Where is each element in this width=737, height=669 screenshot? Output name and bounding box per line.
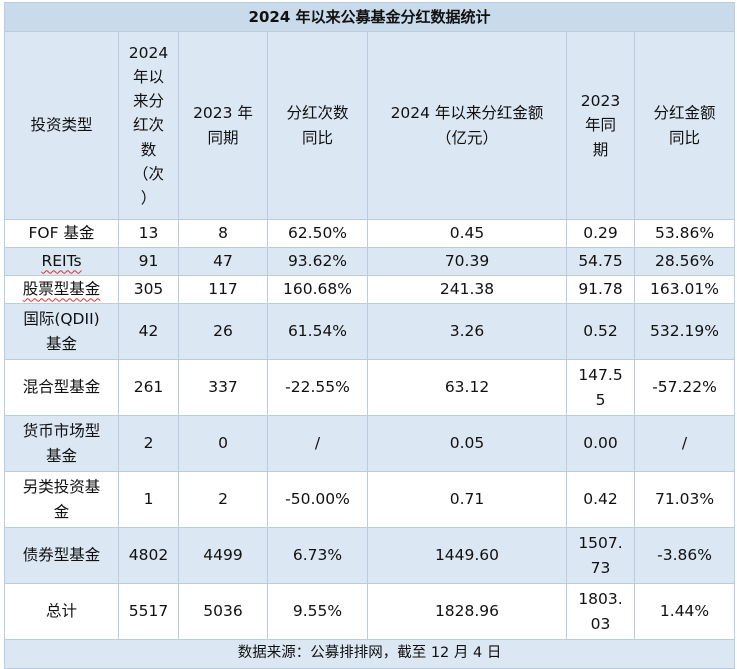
- header-count-yoy: 分红次数 同比: [267, 31, 368, 220]
- cell-fof-amount-yoy: 53.86%: [633, 219, 736, 248]
- cell-money-market-amount-2023: 0.00: [566, 415, 635, 472]
- cell-total-count-2023: 5036: [178, 583, 268, 640]
- cell-hybrid-amount-2024: 63.12: [367, 359, 567, 416]
- header-dividend-count-2024: 2024 年以 来分 红次 数 （次 ）: [118, 31, 179, 220]
- cell-reits-amount-2024: 70.39: [367, 247, 567, 276]
- cell-alternative-amount-2024: 0.71: [367, 471, 567, 528]
- cell-bond-amount-2023: 1507. 73: [566, 527, 635, 584]
- cell-reits-count-2024: 91: [118, 247, 179, 276]
- cell-fof-amount-2023: 0.29: [566, 219, 635, 248]
- cell-fof-amount-2024: 0.45: [367, 219, 567, 248]
- table-row: 股票型基金 305 117 160.68% 241.38 91.78 163.01%: [4, 275, 736, 304]
- cell-alternative-amount-2023: 0.42: [566, 471, 635, 528]
- table-row: 国际(QDII) 基金 42 26 61.54% 3.26 0.52 532.19%: [4, 303, 736, 360]
- cell-reits-count-2023: 47: [178, 247, 268, 276]
- cell-bond-count-2024: 4802: [118, 527, 179, 584]
- cell-total-type: 总计: [4, 583, 119, 640]
- table-row: 混合型基金 261 337 -22.55% 63.12 147.5 5 -57.22%: [4, 359, 736, 416]
- cell-total-amount-yoy: 1.44%: [633, 583, 736, 640]
- table-row: 货币市场型 基金 2 0/0.05 0.00/: [4, 415, 736, 472]
- cell-money-market-amount-yoy: /: [633, 415, 736, 472]
- fund-dividend-table-container: 2024 年以来公募基金分红数据统计 投资类型 2024 年以 来分 红次 数 …: [3, 2, 736, 669]
- header-dividend-amount-2024: 2024 年以来分红金额 （亿元）: [367, 31, 567, 220]
- cell-hybrid-count-2024: 261: [118, 359, 179, 416]
- cell-money-market-count-yoy: /: [267, 415, 368, 472]
- table-body: FOF 基金 13 8 62.50% 0.45 0.29 53.86% REITs 91 47 93…: [4, 219, 736, 640]
- header-row: 投资类型 2024 年以 来分 红次 数 （次 ） 2023 年 同期 分红次数…: [4, 31, 736, 220]
- table-row: 债券型基金 4802 4499 6.73% 1449.60 1507. 73 -3.86%: [4, 527, 736, 584]
- cell-bond-amount-yoy: -3.86%: [633, 527, 736, 584]
- cell-fof-count-2023: 8: [178, 219, 268, 248]
- cell-alternative-count-yoy: -50.00%: [267, 471, 368, 528]
- header-amount-2023-same-period: 2023 年同 期: [566, 31, 635, 220]
- fund-dividend-table: 2024 年以来公募基金分红数据统计 投资类型 2024 年以 来分 红次 数 …: [3, 2, 736, 669]
- cell-stock-count-2024: 305: [118, 275, 179, 304]
- cell-total-count-2024: 5517: [118, 583, 179, 640]
- cell-money-market-count-2023: 0: [178, 415, 268, 472]
- cell-qdii-count-2024: 42: [118, 303, 179, 360]
- cell-money-market-amount-2024: 0.05: [367, 415, 567, 472]
- spellcheck-underlined-text: REITs: [41, 252, 82, 271]
- cell-qdii-count-2023: 26: [178, 303, 268, 360]
- table-row: 总计 5517 5036 9.55% 1828.96 1803. 03 1.44%: [4, 583, 736, 640]
- header-count-2023-same-period: 2023 年 同期: [178, 31, 268, 220]
- header-amount-yoy: 分红金额 同比: [633, 31, 736, 220]
- cell-stock-count-yoy: 160.68%: [267, 275, 368, 304]
- cell-fof-count-2024: 13: [118, 219, 179, 248]
- data-source-note: 数据来源：公募排排网，截至 12 月 4 日: [3, 639, 736, 669]
- cell-reits-count-yoy: 93.62%: [267, 247, 368, 276]
- cell-total-amount-2024: 1828.96: [367, 583, 567, 640]
- table-title: 2024 年以来公募基金分红数据统计: [3, 2, 736, 32]
- cell-alternative-amount-yoy: 71.03%: [633, 471, 736, 528]
- cell-reits-amount-2023: 54.75: [566, 247, 635, 276]
- cell-alternative-type: 另类投资基 金: [4, 471, 119, 528]
- cell-qdii-amount-2024: 3.26: [367, 303, 567, 360]
- cell-alternative-count-2024: 1: [118, 471, 179, 528]
- cell-alternative-count-2023: 2: [178, 471, 268, 528]
- table-row: REITs 91 47 93.62% 70.39 54.75 28.56%: [4, 247, 736, 276]
- cell-qdii-amount-2023: 0.52: [566, 303, 635, 360]
- cell-qdii-count-yoy: 61.54%: [267, 303, 368, 360]
- cell-qdii-amount-yoy: 532.19%: [633, 303, 736, 360]
- cell-hybrid-type: 混合型基金: [4, 359, 119, 416]
- cell-bond-count-2023: 4499: [178, 527, 268, 584]
- cell-money-market-type: 货币市场型 基金: [4, 415, 119, 472]
- cell-hybrid-amount-yoy: -57.22%: [633, 359, 736, 416]
- cell-reits-type: REITs: [4, 247, 119, 276]
- table-row: FOF 基金 13 8 62.50% 0.45 0.29 53.86%: [4, 219, 736, 248]
- header-investment-type: 投资类型: [4, 31, 119, 220]
- cell-stock-amount-2023: 91.78: [566, 275, 635, 304]
- cell-reits-amount-yoy: 28.56%: [633, 247, 736, 276]
- cell-hybrid-count-yoy: -22.55%: [267, 359, 368, 416]
- cell-money-market-count-2024: 2: [118, 415, 179, 472]
- cell-fof-type: FOF 基金: [4, 219, 119, 248]
- cell-bond-count-yoy: 6.73%: [267, 527, 368, 584]
- table-row: 另类投资基 金 1 2 -50.00% 0.71 0.42 71.03%: [4, 471, 736, 528]
- spellcheck-underlined-text: 股票型基金: [22, 280, 101, 299]
- cell-total-amount-2023: 1803. 03: [566, 583, 635, 640]
- cell-stock-amount-2024: 241.38: [367, 275, 567, 304]
- cell-fof-count-yoy: 62.50%: [267, 219, 368, 248]
- cell-hybrid-count-2023: 337: [178, 359, 268, 416]
- cell-stock-type: 股票型基金: [4, 275, 119, 304]
- cell-total-count-yoy: 9.55%: [267, 583, 368, 640]
- cell-qdii-type: 国际(QDII) 基金: [4, 303, 119, 360]
- cell-bond-amount-2024: 1449.60: [367, 527, 567, 584]
- cell-stock-amount-yoy: 163.01%: [633, 275, 736, 304]
- cell-hybrid-amount-2023: 147.5 5: [566, 359, 635, 416]
- cell-stock-count-2023: 117: [178, 275, 268, 304]
- cell-bond-type: 债券型基金: [4, 527, 119, 584]
